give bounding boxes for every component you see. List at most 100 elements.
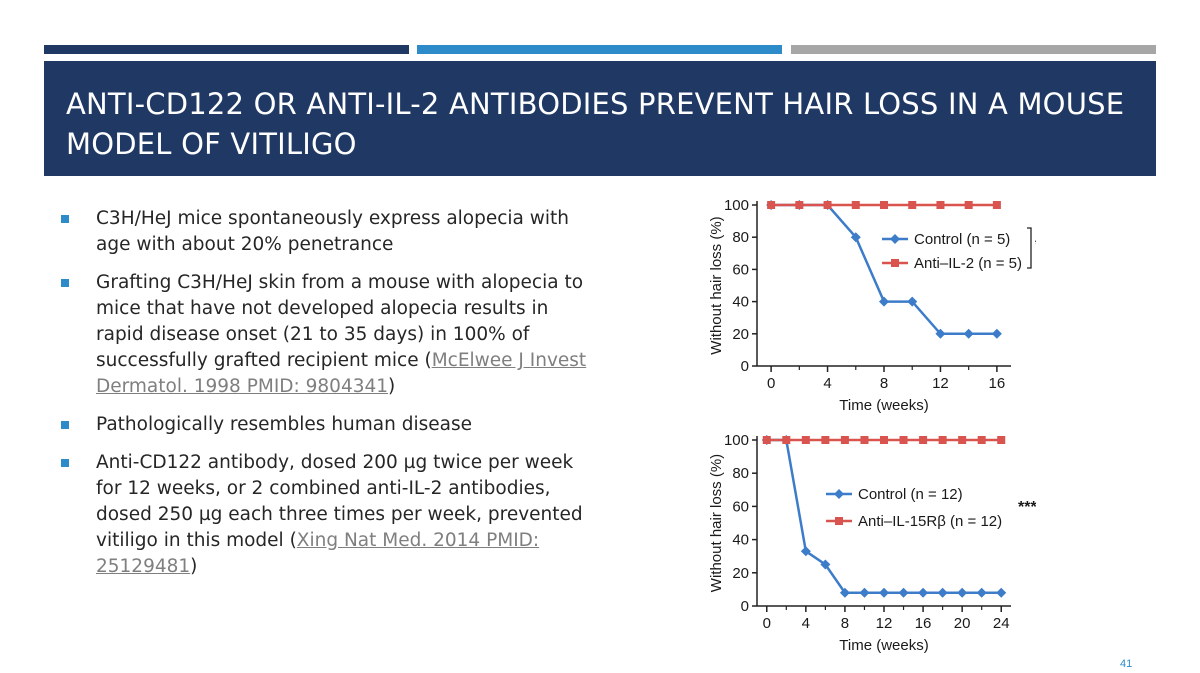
x-tick-label: 16 (989, 375, 1006, 392)
data-point-square (936, 201, 945, 209)
data-point-square (782, 436, 791, 444)
bullet-text: Anti-CD122 antibody, dosed 200 µg twice … (96, 452, 583, 551)
x-tick-label: 0 (767, 375, 775, 392)
data-point-square (821, 436, 830, 444)
significance-marker: *** (1018, 499, 1036, 516)
data-point-diamond (937, 587, 948, 598)
y-axis-label: Without hair loss (%) (708, 216, 725, 354)
x-tick-label: 8 (880, 375, 888, 392)
y-tick-label: 20 (732, 326, 749, 343)
accent-bar-gray (791, 45, 1156, 54)
x-tick-label: 24 (993, 615, 1010, 632)
y-tick-label: 80 (732, 229, 749, 246)
y-tick-label: 80 (732, 465, 749, 482)
y-tick-label: 40 (732, 532, 749, 549)
x-axis-label: Time (weeks) (839, 397, 928, 414)
x-tick-label: 12 (876, 615, 893, 632)
y-tick-label: 100 (724, 432, 749, 449)
data-point-square (938, 436, 947, 444)
data-point-diamond (800, 546, 811, 557)
y-tick-label: 40 (732, 294, 749, 311)
y-axis-label: Without hair loss (%) (708, 454, 725, 592)
data-point-square (840, 436, 849, 444)
data-point-square (992, 201, 1001, 209)
data-point-diamond (996, 587, 1007, 598)
data-point-diamond (839, 587, 850, 598)
x-tick-label: 20 (954, 615, 971, 632)
bullet-item: Grafting C3H/HeJ skin from a mouse with … (58, 270, 598, 400)
significance-bracket (1027, 227, 1032, 269)
legend-label: Control (n = 12) (858, 486, 963, 503)
data-point-square (919, 436, 928, 444)
data-point-diamond (850, 232, 861, 243)
bullet-text: Grafting C3H/HeJ skin from a mouse with … (96, 272, 584, 371)
data-point-square (964, 201, 973, 209)
data-point-square (880, 201, 888, 209)
citation-link[interactable]: Xing Nat Med. 2014 PMID: 25129481 (96, 530, 540, 577)
bullet-square-icon (61, 279, 69, 287)
chart-anti-il2: 0 20 40 60 80 100 0 4 8 12 16 Time (weeks) Without h… (696, 188, 1036, 420)
y-tick-label: 0 (741, 358, 749, 375)
legend-label: Anti–IL-2 (n = 5) (914, 255, 1022, 272)
data-point-diamond (879, 296, 889, 307)
data-point-square (851, 201, 860, 209)
bullet-item: Pathologically resembles human disease (58, 412, 598, 438)
data-point-square (977, 436, 986, 444)
legend-label: Anti–IL-15Rβ (n = 12) (858, 513, 1002, 530)
data-point-diamond (820, 559, 831, 570)
significance-marker: * (1035, 237, 1036, 254)
data-point-square (860, 436, 869, 444)
bullet-text: C3H/HeJ mice spontaneously express alope… (96, 208, 570, 255)
data-point-square (762, 436, 771, 444)
bullet-text: Pathologically resembles human disease (96, 414, 472, 435)
accent-bar-blue (417, 45, 782, 54)
legend-marker-square (891, 259, 899, 267)
data-point-square (767, 201, 776, 209)
slide-title: ANTI-CD122 OR ANTI-IL-2 ANTIBODIES PREVE… (66, 87, 1125, 161)
bullet-item: C3H/HeJ mice spontaneously express alope… (58, 206, 598, 258)
legend-marker-square (835, 517, 843, 525)
data-point-diamond (957, 587, 968, 598)
y-tick-label: 100 (724, 197, 749, 214)
data-point-square (997, 436, 1006, 444)
title-banner (44, 61, 1156, 176)
data-point-square (958, 436, 967, 444)
y-tick-label: 60 (732, 261, 749, 278)
bullet-square-icon (61, 421, 69, 429)
x-tick-label: 8 (841, 615, 849, 632)
accent-bar-navy (44, 45, 409, 54)
data-point-square (823, 201, 832, 209)
x-tick-label: 0 (763, 615, 771, 632)
data-point-square (908, 201, 917, 209)
y-tick-label: 20 (732, 565, 749, 582)
data-point-diamond (991, 328, 1002, 339)
y-tick-label: 0 (741, 598, 749, 615)
x-tick-label: 4 (802, 615, 810, 632)
legend-marker-diamond (890, 234, 900, 244)
legend-marker-diamond (834, 489, 844, 499)
data-point-diamond (898, 587, 909, 598)
x-tick-label: 12 (932, 375, 949, 392)
data-point-diamond (879, 587, 889, 598)
data-point-diamond (859, 587, 870, 598)
x-axis-label: Time (weeks) (839, 637, 928, 654)
data-point-diamond (935, 328, 946, 339)
data-point-diamond (918, 587, 929, 598)
data-point-diamond (976, 587, 987, 598)
y-tick-label: 60 (732, 498, 749, 515)
page-number: 41 (1120, 658, 1133, 670)
bullet-list: C3H/HeJ mice spontaneously express alope… (58, 206, 598, 592)
x-tick-label: 16 (915, 615, 932, 632)
data-point-diamond (907, 296, 918, 307)
data-point-diamond (963, 328, 974, 339)
bullet-item: Anti-CD122 antibody, dosed 200 µg twice … (58, 450, 598, 580)
chart-anti-il15rb: 0 20 40 60 80 100 0 4 8 12 16 20 24 Time (weeks) Witho… (696, 426, 1036, 660)
x-tick-label: 4 (823, 375, 831, 392)
citation-link[interactable]: McElwee J Invest Dermatol. 1998 PMID: 98… (96, 350, 587, 397)
data-point-square (801, 436, 810, 444)
legend-label: Control (n = 5) (914, 231, 1010, 248)
data-point-square (899, 436, 908, 444)
bullet-square-icon (61, 215, 69, 223)
data-point-square (795, 201, 804, 209)
data-point-square (880, 436, 888, 444)
